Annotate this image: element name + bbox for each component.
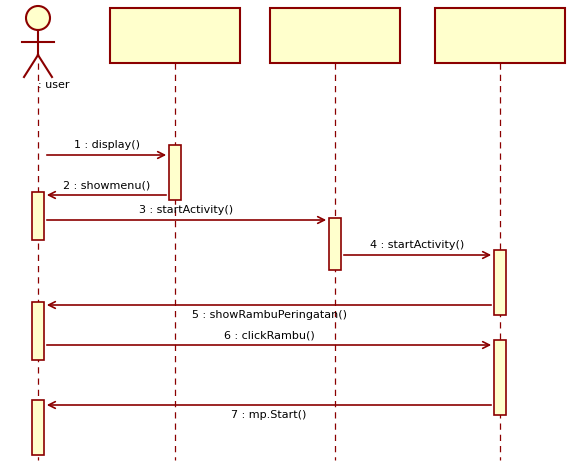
- Text: 2 : showmenu(): 2 : showmenu(): [63, 180, 150, 190]
- Bar: [32, 400, 44, 455]
- Text: 4 : startActivity(): 4 : startActivity(): [370, 240, 464, 250]
- Text: MengenalArti: MengenalArti: [298, 31, 372, 40]
- Bar: [32, 192, 44, 240]
- Text: RambuPeringatan: RambuPeringatan: [450, 31, 550, 40]
- Bar: [32, 302, 44, 360]
- Bar: [329, 218, 341, 270]
- Bar: [494, 340, 506, 415]
- Bar: [110, 8, 240, 63]
- Text: : user: : user: [38, 80, 69, 90]
- Text: RambuambuActivity: RambuambuActivity: [119, 31, 232, 40]
- Bar: [169, 145, 181, 200]
- Bar: [494, 250, 506, 315]
- Bar: [435, 8, 565, 63]
- Text: 3 : startActivity(): 3 : startActivity(): [140, 205, 233, 215]
- Circle shape: [26, 6, 50, 30]
- Text: 1 : display(): 1 : display(): [73, 140, 140, 150]
- Text: 6 : clickRambu(): 6 : clickRambu(): [223, 330, 314, 340]
- Text: 5 : showRambuPeringatan(): 5 : showRambuPeringatan(): [191, 310, 346, 320]
- Bar: [270, 8, 400, 63]
- Text: 7 : mp.Start(): 7 : mp.Start(): [231, 410, 307, 420]
